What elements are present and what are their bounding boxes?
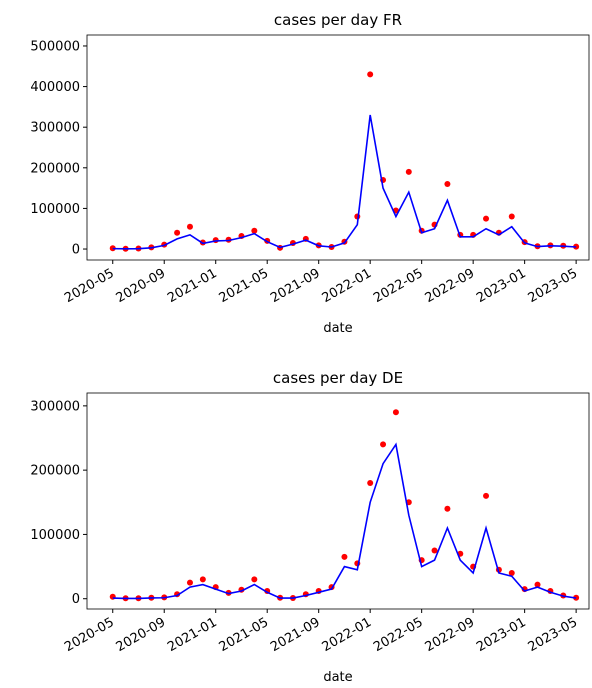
data-point xyxy=(534,581,541,588)
x-tick-label: 2022-05 xyxy=(371,615,426,655)
data-point xyxy=(444,181,451,188)
data-point xyxy=(251,227,258,234)
data-point xyxy=(367,71,374,78)
chart-title: cases per day FR xyxy=(274,11,402,29)
x-tick-label: 2021-01 xyxy=(165,266,220,306)
y-tick-label: 100000 xyxy=(30,528,80,543)
x-tick-label: 2023-05 xyxy=(526,615,581,655)
trend-line xyxy=(112,114,577,250)
x-tick-label: 2020-05 xyxy=(62,615,117,655)
x-tick-label: 2021-09 xyxy=(268,266,323,306)
trend-line xyxy=(112,442,577,600)
x-tick-label: 2021-05 xyxy=(217,266,272,306)
data-point xyxy=(199,576,206,583)
x-tick-label: 2021-01 xyxy=(165,615,220,655)
y-tick-label: 400000 xyxy=(30,80,80,95)
data-point xyxy=(174,229,181,236)
axes-frame xyxy=(86,34,590,261)
data-point xyxy=(380,441,387,448)
data-point xyxy=(508,213,515,220)
y-tick-label: 300000 xyxy=(30,399,80,414)
data-point xyxy=(405,168,412,175)
data-point xyxy=(186,223,193,230)
y-tick-label: 200000 xyxy=(30,161,80,176)
data-point xyxy=(483,215,490,222)
axes-frame xyxy=(86,392,590,610)
y-tick-label: 200000 xyxy=(30,464,80,479)
data-point xyxy=(483,492,490,499)
y-tick-label: 0 xyxy=(72,592,80,607)
x-tick-label: 2022-01 xyxy=(320,266,375,306)
x-axis-label: date xyxy=(323,321,352,336)
x-tick-label: 2020-09 xyxy=(114,266,169,306)
data-point xyxy=(392,409,399,416)
data-point xyxy=(508,570,515,576)
x-axis-label: date xyxy=(323,670,352,684)
x-tick-label: 2023-05 xyxy=(526,266,581,306)
y-tick-label: 100000 xyxy=(30,202,80,217)
x-tick-label: 2023-01 xyxy=(474,266,529,306)
y-tick-label: 500000 xyxy=(30,39,80,54)
data-point xyxy=(431,547,438,554)
data-point xyxy=(186,579,193,586)
data-point xyxy=(367,480,374,486)
x-tick-label: 2020-09 xyxy=(114,615,169,655)
x-tick-label: 2022-09 xyxy=(423,266,478,306)
chart-title: cases per day DE xyxy=(273,369,403,387)
data-point xyxy=(251,576,258,583)
x-tick-label: 2023-01 xyxy=(474,615,529,655)
y-tick-label: 0 xyxy=(72,243,80,258)
data-point xyxy=(341,553,348,560)
data-point xyxy=(444,505,451,512)
data-point xyxy=(109,245,116,252)
x-tick-label: 2022-05 xyxy=(371,266,426,306)
x-tick-label: 2020-05 xyxy=(62,266,117,306)
y-tick-label: 300000 xyxy=(30,121,80,136)
x-tick-label: 2021-09 xyxy=(268,615,323,655)
x-tick-label: 2022-01 xyxy=(320,615,375,655)
x-tick-label: 2021-05 xyxy=(217,615,272,655)
x-tick-label: 2022-09 xyxy=(423,615,478,655)
